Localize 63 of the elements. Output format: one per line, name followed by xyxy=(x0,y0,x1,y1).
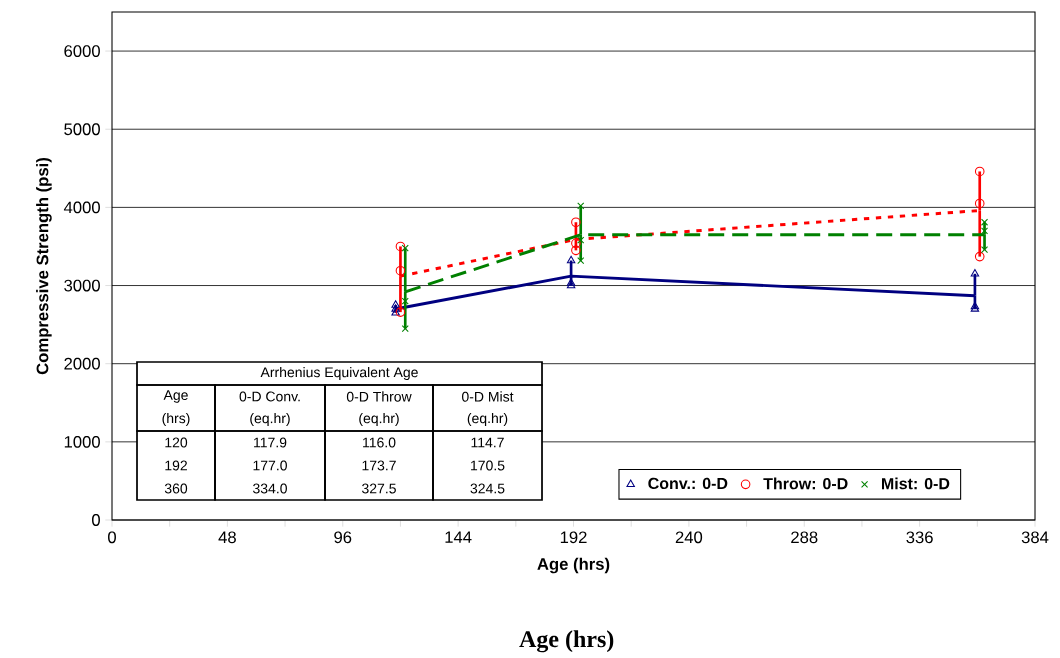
x-tick-label: 288 xyxy=(791,531,818,544)
x-tick-label: 144 xyxy=(445,531,472,543)
annotation: 0-D Mist xyxy=(461,391,514,402)
annotation: (eq.hr) xyxy=(250,412,290,427)
point xyxy=(980,218,989,226)
legend-label: Mist: 0-D xyxy=(881,477,950,490)
point xyxy=(980,227,989,235)
annotation: 192 xyxy=(165,460,187,471)
x-tick-label: 192 xyxy=(560,531,587,544)
y-tick-label: 5000 xyxy=(64,123,100,136)
point xyxy=(974,166,985,177)
point xyxy=(395,265,406,276)
point xyxy=(571,217,581,228)
annotation: 114.7 xyxy=(471,437,504,448)
x-tick-label: 96 xyxy=(334,531,352,544)
y-tick-label: 4000 xyxy=(63,201,100,214)
point xyxy=(970,269,980,277)
y-axis-title: Compressive Strength (psi) xyxy=(36,158,52,375)
point xyxy=(577,236,585,244)
annotation: 170.5 xyxy=(471,460,505,471)
annotation: 0-D Throw xyxy=(346,391,412,402)
annotation: Arrhenius Equivalent Age xyxy=(260,366,418,381)
point xyxy=(974,198,985,209)
x-tick-label: 0 xyxy=(108,531,116,544)
legend-label: Throw: 0-D xyxy=(763,477,848,490)
point xyxy=(391,300,400,308)
y-tick-label: 3000 xyxy=(64,279,100,292)
annotation: 327.5 xyxy=(362,483,396,494)
y-tick-label: 2000 xyxy=(64,357,100,370)
annotation: (eq.hr) xyxy=(359,412,399,427)
annotation: 0-D Conv. xyxy=(239,391,300,402)
legend-label: Conv.: 0-D xyxy=(648,477,728,490)
annotation: (hrs) xyxy=(162,412,190,427)
annotation: Age xyxy=(163,390,188,403)
y-tick-label: 1000 xyxy=(64,435,100,448)
y-tick-label: 0 xyxy=(92,514,100,526)
point xyxy=(577,256,585,265)
annotation: 334.0 xyxy=(253,483,287,494)
x-axis-title: Age (hrs) xyxy=(537,557,610,574)
annotation: (eq.hr) xyxy=(467,412,508,427)
point xyxy=(401,244,409,252)
point xyxy=(980,246,989,254)
annotation: 117.9 xyxy=(254,437,287,448)
annotation: 177.0 xyxy=(253,460,287,471)
point xyxy=(401,324,409,333)
point xyxy=(974,251,985,262)
x-tick-label: 240 xyxy=(675,531,703,544)
text: Age (hrs) xyxy=(519,630,614,653)
annotation: 173.7 xyxy=(362,460,396,471)
x-tick-label: 384 xyxy=(1021,531,1049,544)
point xyxy=(571,245,581,256)
annotation: 360 xyxy=(164,483,188,494)
annotation: 116.0 xyxy=(363,437,396,448)
point xyxy=(566,255,576,264)
x-tick-label: 48 xyxy=(218,531,236,544)
point xyxy=(401,297,409,305)
y-tick-label: 6000 xyxy=(64,45,100,57)
annotation: 120 xyxy=(165,437,188,448)
annotation: 324.5 xyxy=(470,483,505,494)
point xyxy=(395,307,406,317)
x-tick-label: 336 xyxy=(906,531,933,544)
point xyxy=(395,241,406,252)
point xyxy=(577,202,585,210)
